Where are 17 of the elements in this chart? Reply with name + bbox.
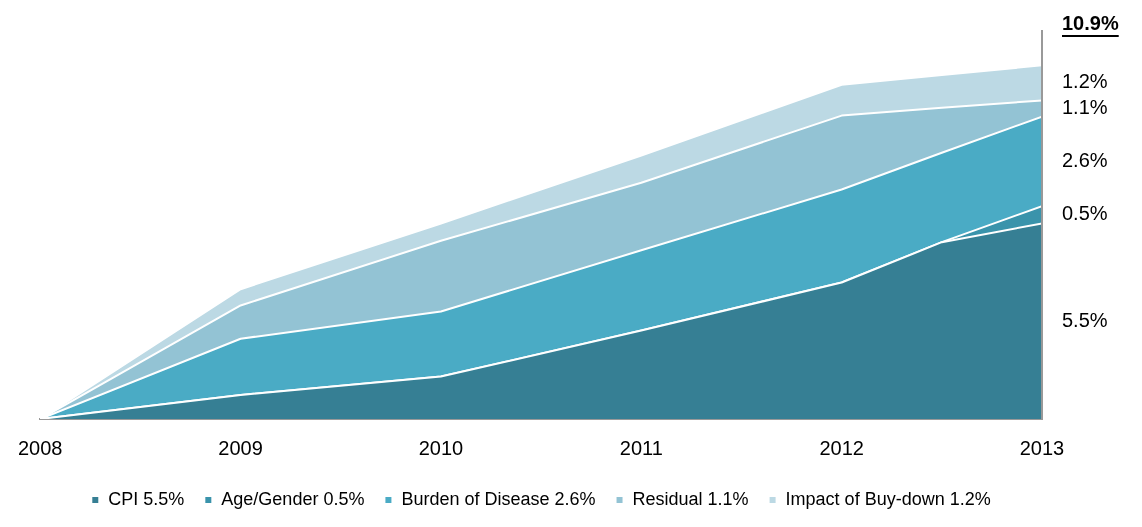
text: 2.6% [1062,148,1108,171]
legend-label: Impact of Buy-down 1.2% [785,488,991,509]
text: 1.2% [1062,70,1108,93]
x-tick-label: 2009 [218,436,263,459]
text: 10.9% [1062,11,1119,34]
text: 5.5% [1062,308,1108,331]
text: 1.1% [1062,96,1108,119]
x-tick-label: 2013 [1019,436,1065,459]
x-tick-label: 2008 [18,436,63,459]
x-tick-label: 2012 [819,436,864,459]
legend-label: CPI 5.5% [108,488,185,509]
legend-label: Age/Gender 0.5% [221,488,365,509]
text: 0.5% [1062,202,1108,225]
legend-label: Burden of Disease 2.6% [401,488,596,509]
legend-label: Residual 1.1% [632,488,749,509]
x-tick-label: 2011 [619,436,663,459]
x-tick-label: 2010 [418,436,464,459]
